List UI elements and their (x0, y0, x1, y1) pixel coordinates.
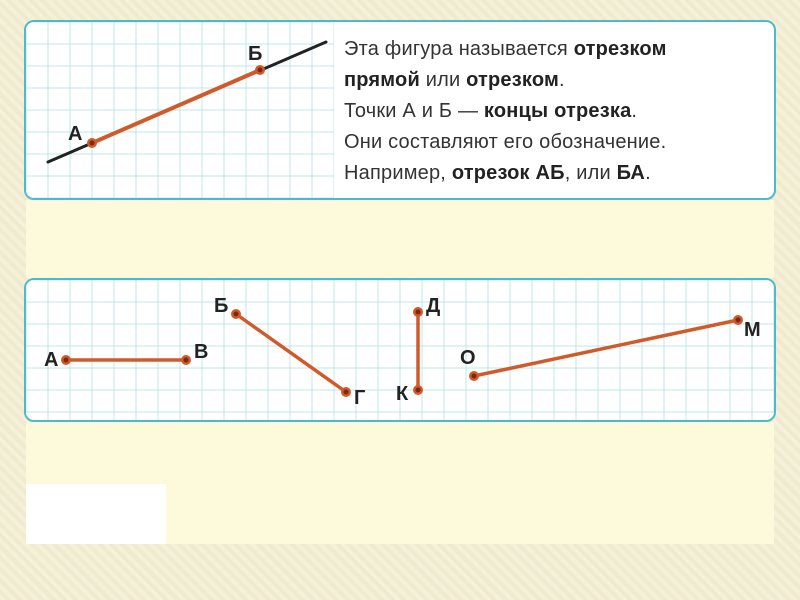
svg-text:А: А (68, 123, 82, 145)
spacer (26, 422, 774, 544)
svg-text:В: В (194, 341, 208, 363)
term: отрезком (466, 69, 559, 91)
spacer (26, 200, 774, 278)
text: Эта фигура называется (344, 38, 574, 60)
svg-text:М: М (744, 319, 761, 341)
text: Например, (344, 162, 452, 184)
exercise-panel: А В Б Г Д К О М (24, 278, 776, 422)
svg-text:Б: Б (248, 43, 262, 65)
term: прямой (344, 69, 420, 91)
text: или (420, 69, 466, 91)
bottom-diagram: А В Б Г Д К О М (26, 280, 774, 420)
svg-text:О: О (460, 347, 476, 369)
term: отрезком (574, 38, 667, 60)
text: Они составляют его обозначение. (344, 131, 666, 153)
blank-tab (26, 484, 166, 544)
svg-text:К: К (396, 383, 409, 405)
svg-text:А: А (44, 349, 58, 371)
term: БА (617, 162, 645, 184)
definition-panel: АБ Эта фигура называется отрезком прямой… (24, 20, 776, 200)
text: , или (565, 162, 617, 184)
text: . (559, 69, 565, 91)
text: . (645, 162, 651, 184)
term: концы отрезка (484, 100, 632, 122)
term: отрезок АБ (452, 162, 565, 184)
svg-text:Д: Д (426, 295, 440, 317)
svg-text:Г: Г (354, 387, 365, 409)
svg-text:Б: Б (214, 295, 228, 317)
text: Точки А и Б — (344, 100, 484, 122)
top-diagram: АБ (26, 22, 334, 198)
text: . (631, 100, 637, 122)
definition-text: Эта фигура называется отрезком прямой ил… (334, 22, 774, 198)
